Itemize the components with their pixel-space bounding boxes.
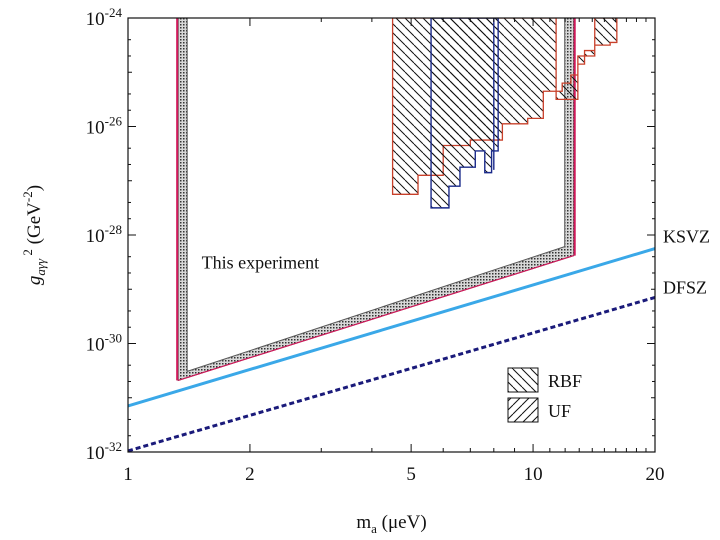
y-tick-label: 10-32	[86, 439, 122, 464]
lines-layer	[128, 247, 655, 452]
line-ksvz	[128, 247, 655, 408]
x-tick-label: 10	[524, 464, 543, 485]
x-tick-label: 1	[123, 464, 133, 485]
text-layer: 1 2 5 10 20 10-32 10-30 10-28 10-26 10-24 ma (μeV)…	[20, 5, 710, 536]
x-tick-label: 5	[406, 464, 416, 485]
uf-region	[430, 18, 499, 209]
axes-layer	[127, 17, 656, 453]
regions-layer	[176, 18, 618, 382]
legend-label-rbf: RBF	[548, 371, 582, 391]
y-tick-label: 10-30	[86, 331, 122, 356]
excluded-bottom-edge	[177, 255, 574, 381]
y-tick-label: 10-28	[86, 222, 122, 247]
this-experiment-label: This experiment	[202, 253, 319, 273]
y-tick-label: 10-24	[86, 5, 123, 30]
y-axis-title: gaγγ 2 (GeV-2)	[20, 185, 48, 285]
y-axis-title-group: gaγγ 2 (GeV-2)	[20, 185, 48, 285]
line-dfsz	[128, 295, 655, 452]
legend-label-uf: UF	[548, 401, 571, 421]
label-dfsz: DFSZ	[663, 277, 707, 297]
x-tick-label: 2	[245, 464, 255, 485]
legend-swatch-uf	[507, 397, 539, 423]
y-tick-label: 10-26	[86, 114, 123, 139]
rbf-region	[391, 18, 618, 195]
legend-swatch-rbf	[507, 367, 539, 393]
label-ksvz: KSVZ	[663, 227, 710, 247]
x-tick-label: 20	[646, 464, 665, 485]
x-axis-title: ma (μeV)	[356, 512, 426, 536]
